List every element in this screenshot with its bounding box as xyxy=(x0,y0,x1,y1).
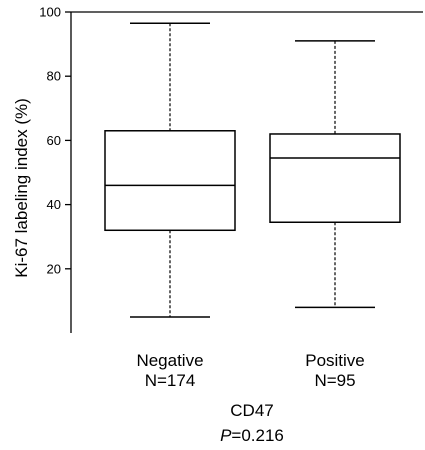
category-n-negative: N=174 xyxy=(145,371,196,390)
iqr-box-negative xyxy=(104,130,236,232)
p-value-prefix: P xyxy=(220,426,232,445)
p-value-label: P=0.216 xyxy=(220,426,284,445)
y-tick-label-20: 20 xyxy=(47,261,61,276)
y-tick-label-80: 80 xyxy=(47,69,61,84)
y-tick-label-60: 60 xyxy=(47,133,61,148)
category-n-positive: N=95 xyxy=(314,371,355,390)
box-negative xyxy=(104,22,236,318)
y-axis-title: Ki-67 labeling index (%) xyxy=(12,98,31,278)
axes: 20 40 60 80 100 xyxy=(39,5,423,333)
box-positive xyxy=(269,40,401,309)
category-label-positive: Positive xyxy=(305,351,365,370)
boxes xyxy=(104,22,401,318)
category-label-negative: Negative xyxy=(136,351,203,370)
y-tick-label-100: 100 xyxy=(39,5,61,20)
iqr-box-positive xyxy=(269,133,401,224)
y-tick-label-40: 40 xyxy=(47,197,61,212)
group-label: CD47 xyxy=(230,401,273,420)
p-value-number: =0.216 xyxy=(231,426,283,445)
